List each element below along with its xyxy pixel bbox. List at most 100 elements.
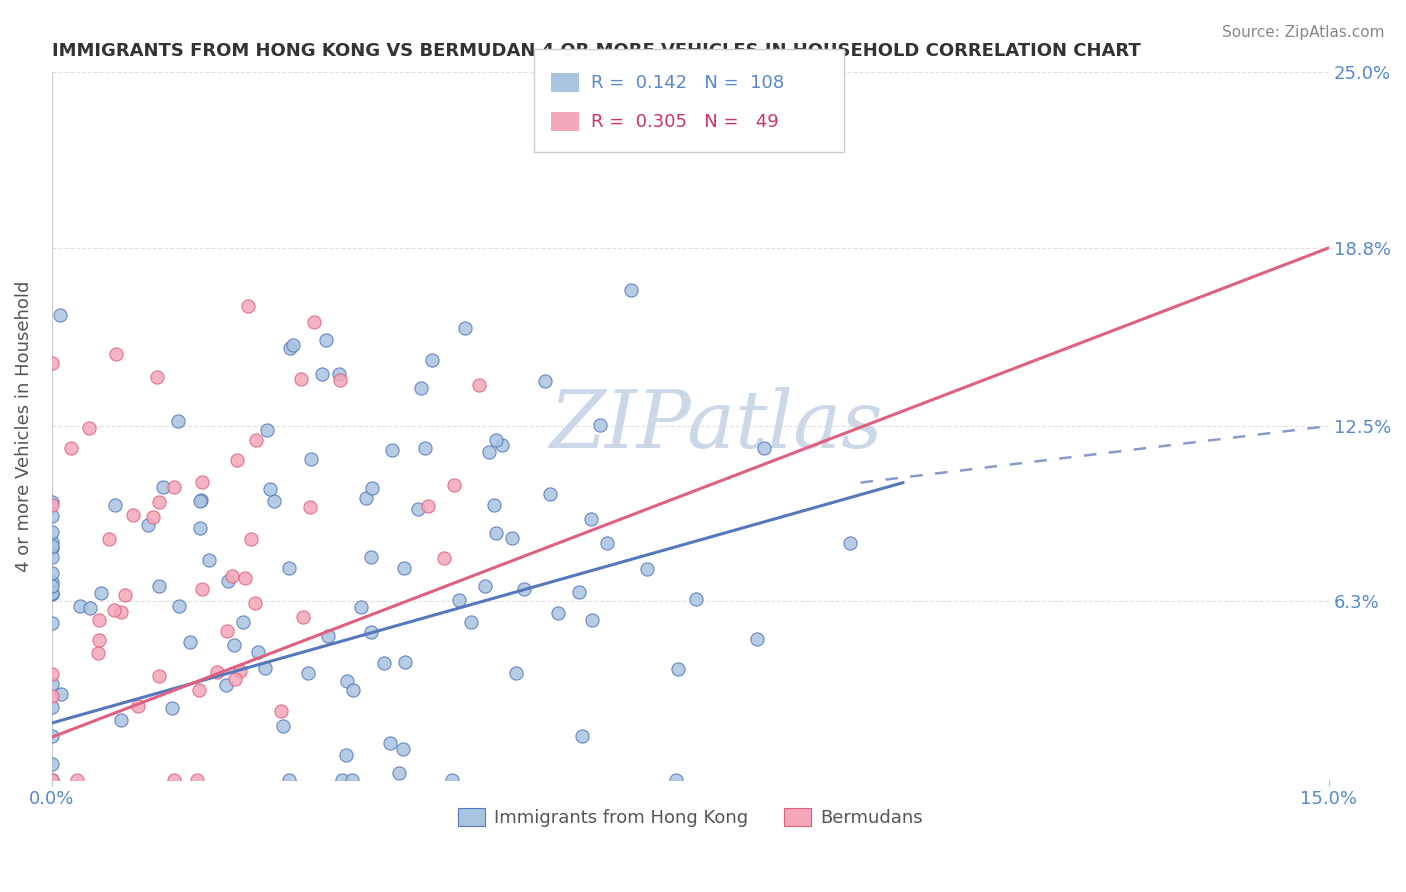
Point bbox=[316, 629, 339, 643]
Point bbox=[685, 591, 707, 606]
Point bbox=[447, 592, 470, 607]
Point bbox=[278, 561, 301, 575]
Point bbox=[41, 534, 63, 549]
Point bbox=[392, 742, 415, 756]
Point bbox=[838, 536, 860, 550]
Point bbox=[41, 356, 63, 370]
Point bbox=[595, 535, 617, 549]
Point bbox=[245, 433, 267, 447]
Point bbox=[191, 582, 214, 596]
Point bbox=[665, 772, 688, 787]
Point bbox=[636, 562, 658, 576]
Point bbox=[589, 418, 612, 433]
Point bbox=[41, 772, 63, 787]
Point bbox=[41, 667, 63, 681]
Text: R =  0.142   N =  108: R = 0.142 N = 108 bbox=[591, 74, 783, 92]
Point bbox=[41, 508, 63, 523]
Point bbox=[127, 699, 149, 714]
Point bbox=[579, 512, 602, 526]
Point bbox=[360, 481, 382, 495]
Point bbox=[505, 666, 527, 681]
Point bbox=[89, 632, 111, 647]
Point bbox=[41, 587, 63, 601]
Point bbox=[571, 729, 593, 743]
Point bbox=[232, 615, 254, 629]
Point bbox=[501, 531, 523, 545]
Point bbox=[754, 441, 776, 455]
Point bbox=[152, 480, 174, 494]
Point bbox=[373, 656, 395, 670]
Point bbox=[65, 772, 87, 787]
Point bbox=[245, 596, 267, 610]
Point bbox=[246, 645, 269, 659]
Point bbox=[229, 664, 252, 678]
Point bbox=[747, 632, 769, 646]
Point bbox=[205, 665, 228, 679]
Point bbox=[163, 480, 186, 494]
Point bbox=[148, 495, 170, 509]
Point bbox=[620, 283, 643, 297]
Point bbox=[409, 381, 432, 395]
Point bbox=[104, 498, 127, 512]
Point bbox=[79, 600, 101, 615]
Point bbox=[534, 374, 557, 388]
Point bbox=[41, 566, 63, 580]
Text: Source: ZipAtlas.com: Source: ZipAtlas.com bbox=[1222, 25, 1385, 40]
Point bbox=[49, 308, 72, 322]
Point bbox=[103, 603, 125, 617]
Point bbox=[122, 508, 145, 522]
Point bbox=[41, 700, 63, 714]
Point bbox=[413, 442, 436, 456]
Point bbox=[41, 550, 63, 565]
Point bbox=[41, 579, 63, 593]
Point bbox=[340, 772, 363, 787]
Point bbox=[263, 493, 285, 508]
Point bbox=[163, 772, 186, 787]
Point bbox=[254, 660, 277, 674]
Point bbox=[197, 553, 219, 567]
Point bbox=[41, 615, 63, 630]
Point bbox=[292, 610, 315, 624]
Point bbox=[41, 495, 63, 509]
Point bbox=[97, 532, 120, 546]
Point bbox=[513, 582, 536, 597]
Point bbox=[233, 571, 256, 585]
Point bbox=[41, 772, 63, 787]
Point bbox=[110, 713, 132, 727]
Point bbox=[41, 689, 63, 703]
Point bbox=[186, 772, 208, 787]
Point bbox=[666, 662, 689, 676]
Point bbox=[420, 352, 443, 367]
Point bbox=[315, 333, 337, 347]
Point bbox=[354, 491, 377, 506]
Legend: Immigrants from Hong Kong, Bermudans: Immigrants from Hong Kong, Bermudans bbox=[450, 800, 931, 834]
Point bbox=[485, 526, 508, 541]
Point bbox=[538, 487, 561, 501]
Point bbox=[90, 586, 112, 600]
Point bbox=[482, 498, 505, 512]
Point bbox=[77, 421, 100, 435]
Point bbox=[290, 372, 312, 386]
Point bbox=[360, 625, 382, 640]
Point bbox=[406, 502, 429, 516]
Point bbox=[167, 414, 190, 428]
Point bbox=[41, 498, 63, 512]
Point bbox=[221, 568, 243, 582]
Point bbox=[224, 672, 246, 686]
Point bbox=[547, 606, 569, 620]
Point bbox=[239, 532, 262, 546]
Point bbox=[69, 599, 91, 614]
Point bbox=[380, 736, 402, 750]
Point bbox=[360, 550, 382, 565]
Point bbox=[145, 369, 167, 384]
Point bbox=[236, 299, 259, 313]
Point bbox=[332, 772, 354, 787]
Point bbox=[114, 588, 136, 602]
Point bbox=[41, 585, 63, 599]
Point bbox=[441, 772, 464, 787]
Point bbox=[110, 605, 132, 619]
Text: ZIPatlas: ZIPatlas bbox=[550, 387, 883, 465]
Point bbox=[299, 451, 322, 466]
Text: R =  0.305   N =   49: R = 0.305 N = 49 bbox=[591, 113, 779, 131]
Point bbox=[474, 578, 496, 592]
